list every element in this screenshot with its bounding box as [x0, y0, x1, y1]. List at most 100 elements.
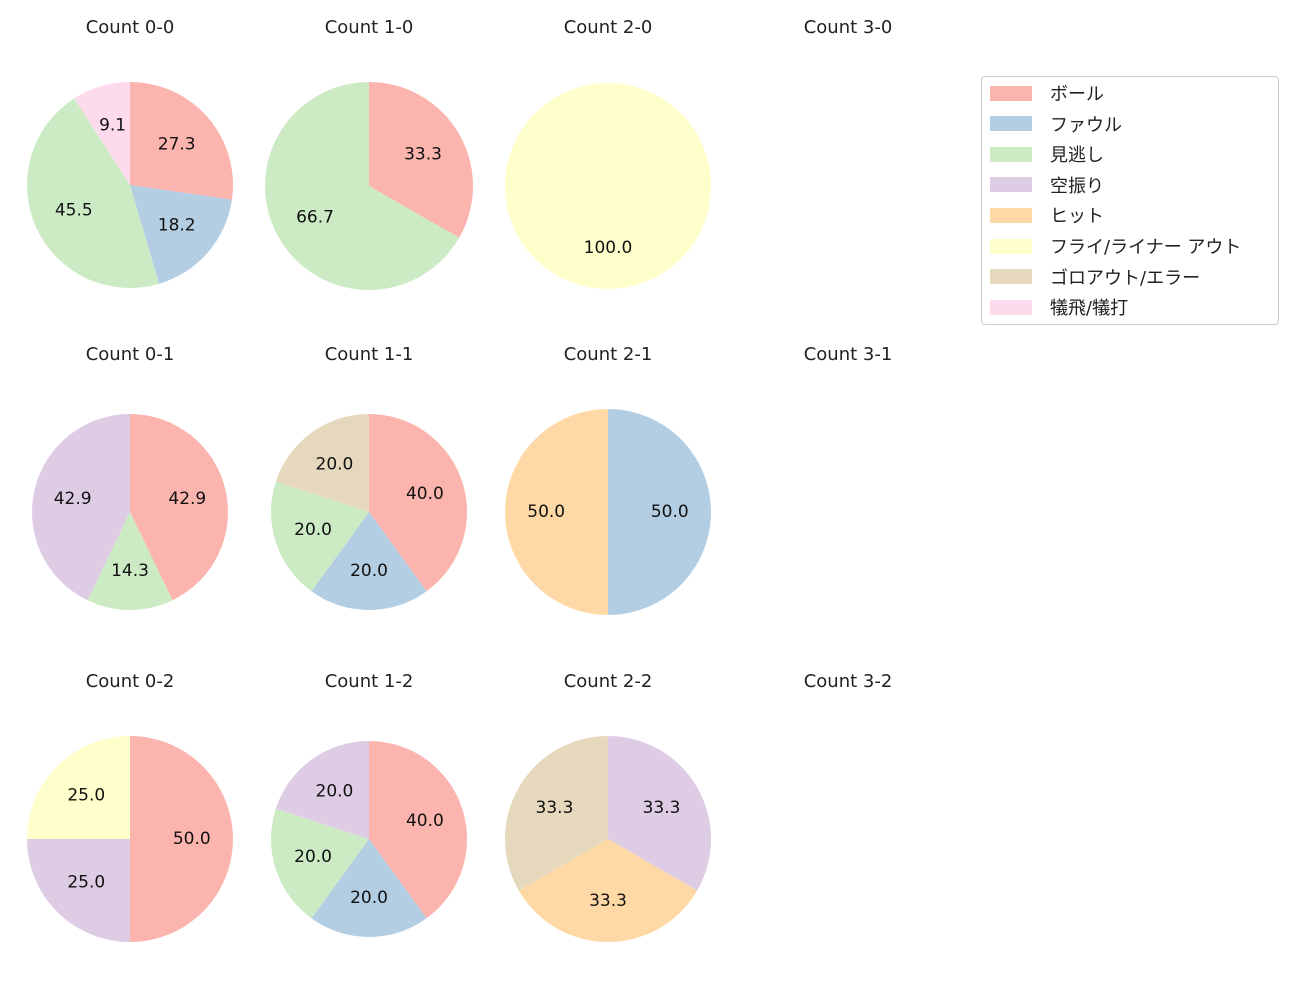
slice-label: 66.7: [296, 207, 334, 227]
slice-label: 45.5: [55, 201, 93, 221]
pie-chart: Count 1-2 40.0 20.0 20.0 20.0: [270, 671, 467, 937]
slice-label: 20.0: [350, 888, 388, 908]
legend-label: ボール: [1050, 84, 1104, 105]
pie-chart: Count 3-2: [804, 671, 893, 692]
legend-swatch: [990, 85, 1032, 101]
legend-label: 見逃し: [1050, 145, 1104, 167]
slice-label: 40.0: [406, 811, 444, 831]
pie-chart: Count 3-1: [804, 344, 893, 365]
slice-label: 20.0: [350, 561, 388, 581]
pie-slice: [32, 414, 130, 601]
legend-label: ゴロアウト/エラー: [1050, 267, 1201, 289]
pie-chart: Count 3-0: [804, 17, 893, 38]
legend-swatch: [990, 146, 1032, 162]
slice-label: 50.0: [173, 829, 211, 849]
slice-label: 33.3: [589, 891, 627, 911]
pie-chart: Count 2-1 50.0 50.0: [505, 344, 711, 615]
pie-slice: [27, 736, 130, 839]
slice-label: 33.3: [536, 798, 574, 818]
pie-title: Count 0-0: [86, 17, 175, 38]
pie-slice: [369, 82, 473, 238]
pie-slice: [608, 409, 711, 615]
pie-title: Count 1-2: [325, 671, 414, 692]
slice-label: 25.0: [67, 873, 105, 893]
slice-label: 18.2: [158, 215, 196, 235]
pie-slice: [130, 414, 228, 601]
slice-label: 14.3: [111, 561, 149, 581]
slice-label: 100.0: [584, 238, 633, 258]
legend-item: ボール: [990, 83, 1104, 105]
pie-slice: [270, 481, 369, 592]
slice-label: 42.9: [54, 489, 92, 509]
pie-slice: [505, 409, 608, 615]
slice-label: 20.0: [316, 454, 354, 474]
slice-label: 42.9: [168, 489, 206, 509]
pie-title: Count 3-1: [804, 344, 893, 365]
legend-item: フライ/ライナー アウト: [990, 236, 1242, 258]
slice-label: 33.3: [404, 145, 442, 165]
pie-chart: Count 1-1 40.0 20.0 20.0 20.0: [270, 344, 467, 611]
pie-title: Count 0-2: [86, 671, 175, 692]
legend-swatch: [990, 299, 1032, 315]
pie-slice: [369, 414, 467, 592]
pie-title: Count 2-2: [564, 671, 653, 692]
slice-label: 25.0: [67, 785, 105, 805]
slice-label: 20.0: [294, 847, 332, 867]
pie-slice: [74, 82, 130, 185]
slice-label: 40.0: [406, 484, 444, 504]
pie-slice: [270, 808, 369, 919]
legend-item: 空振り: [990, 175, 1104, 197]
slice-label: 9.1: [99, 116, 126, 136]
pie-slice: [265, 82, 460, 290]
pie-title: Count 2-0: [564, 17, 653, 38]
pie-chart: Count 1-0 33.3 66.7: [265, 17, 473, 290]
legend-item: 犠飛/犠打: [990, 297, 1129, 320]
pie-slice: [505, 83, 711, 289]
pie-title: Count 2-1: [564, 344, 653, 365]
pie-slice: [130, 736, 233, 942]
legend-swatch: [990, 207, 1032, 223]
legend-swatch: [990, 177, 1032, 193]
pie-title: Count 3-0: [804, 17, 893, 38]
legend-item: ゴロアウト/エラー: [990, 267, 1201, 289]
pie-slice: [311, 512, 427, 611]
legend-label: ヒット: [1050, 206, 1104, 228]
legend-item: ヒット: [990, 205, 1104, 228]
legend-item: 見逃し: [990, 144, 1104, 167]
slice-label: 20.0: [294, 520, 332, 540]
pie-title: Count 0-1: [86, 344, 175, 365]
legend-label: 空振り: [1050, 175, 1104, 197]
pie-slice: [87, 512, 173, 610]
legend-label: 犠飛/犠打: [1050, 298, 1129, 320]
legend-swatch: [990, 269, 1032, 285]
slice-label: 20.0: [316, 781, 354, 801]
pie-chart: Count 0-2 50.0 25.0 25.0: [27, 671, 233, 942]
legend: ボールファウル見逃し空振りヒットフライ/ライナー アウト ゴロアウト/エラー 犠飛/…: [981, 76, 1279, 325]
legend-label: フライ/ライナー アウト: [1050, 237, 1242, 258]
legend-label: ファウル: [1050, 114, 1122, 136]
pie-slice: [130, 82, 233, 200]
pie-title: Count 1-0: [325, 17, 414, 38]
pie-chart: Count 2-2 33.3 33.3 33.3: [505, 671, 712, 942]
legend-swatch: [990, 116, 1032, 132]
pie-slice: [518, 839, 698, 942]
pie-slice: [275, 741, 369, 839]
legend-item: ファウル: [990, 114, 1122, 136]
pie-title: Count 3-2: [804, 671, 893, 692]
pie-chart: Count 0-1 42.9 14.3 42.9: [32, 344, 228, 610]
pie-chart: Count 2-0 100.0: [505, 17, 711, 289]
pie-title: Count 1-1: [325, 344, 414, 365]
pie-slice: [26, 98, 160, 288]
slice-label: 50.0: [527, 502, 565, 522]
pie-chart: Count 0-0 27.3 18.2 45.5 9.1: [26, 17, 233, 288]
slice-label: 27.3: [158, 135, 196, 155]
pie-slice: [130, 185, 232, 284]
slice-label: 33.3: [643, 798, 681, 818]
slice-label: 50.0: [651, 502, 689, 522]
legend-swatch: [990, 238, 1032, 254]
pie-slice: [369, 741, 467, 919]
pie-slice: [505, 736, 608, 891]
pie-slice: [27, 839, 130, 942]
pie-slice: [608, 736, 712, 891]
